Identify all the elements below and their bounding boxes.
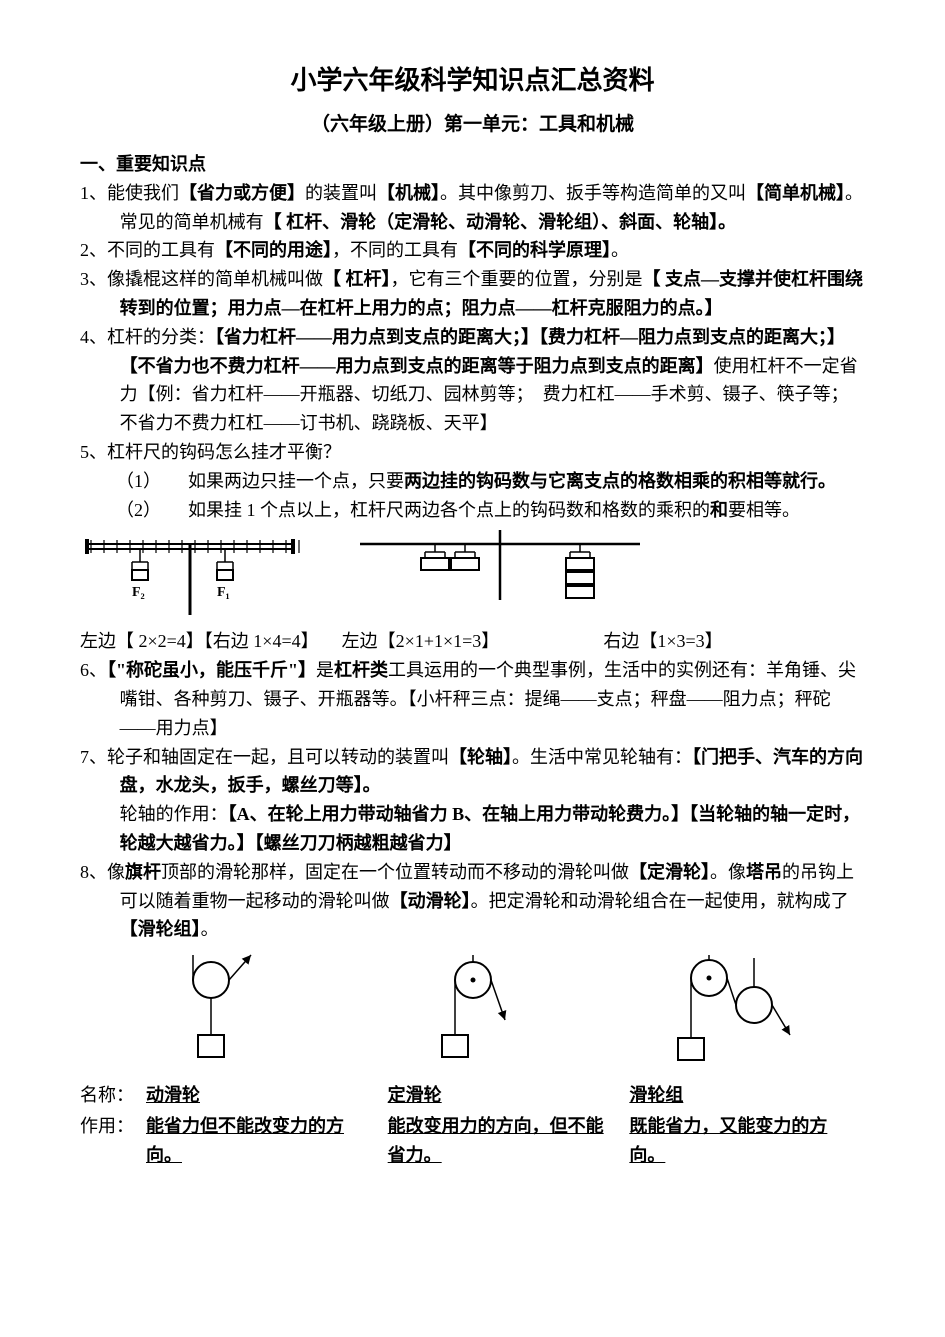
page-subtitle: （六年级上册）第一单元：工具和机械 xyxy=(80,110,865,140)
pulley-name-row: 名称： 动滑轮 定滑轮 滑轮组 xyxy=(80,1081,865,1110)
kw: 【 杠杆、滑轮（定滑轮、动滑轮、滑轮组）、斜面、轮轴】。 xyxy=(264,212,737,232)
svg-text:F₂: F₂ xyxy=(132,585,145,600)
pulley-3-name: 滑轮组 xyxy=(629,1085,683,1105)
lever-calculations: 左边【 2×2=4】【右边 1×4=4】 左边【2×1+1×1=3】 右边【1×… xyxy=(80,627,865,656)
point-5: 5、杠杆尺的钩码怎么挂才平衡？ xyxy=(80,438,865,467)
num: （1） xyxy=(116,471,152,491)
kw: 两边挂的钩码数与它离支点的格数相乘的积相等就行。 xyxy=(404,471,836,491)
pulley-1-name: 动滑轮 xyxy=(146,1085,200,1105)
fixed-pulley-icon xyxy=(403,950,543,1070)
kw: 【简单机械】 xyxy=(746,183,845,203)
point-3: 3、像撬棍这样的简单机械叫做【 杠杆】，它有三个重要的位置，分别是【 支点—支撑… xyxy=(80,265,865,323)
kw: 杠杆类 xyxy=(334,660,388,680)
kw: 【 杠杆】 xyxy=(323,269,391,289)
num: 4、 xyxy=(80,327,107,347)
page-title: 小学六年级科学知识点汇总资料 xyxy=(80,60,865,102)
num: （2） xyxy=(116,500,152,520)
kw: 【A、在轮上用力带动轴省力 B、在轴上用力带动轮费力。】【当轮轴的轴一定时，轮越… xyxy=(120,804,861,853)
pulley-2-name: 定滑轮 xyxy=(388,1085,442,1105)
t: 轮子和轴固定在一起，且可以转动的装置叫 xyxy=(107,747,449,767)
calc-right: 右边【1×3=3】 xyxy=(603,627,865,656)
lever-diagram-2 xyxy=(340,530,700,610)
t: 如果挂 1 个点以上，杠杆尺两边各个点上的钩码数和格数的乘积的 xyxy=(188,500,710,520)
lever-diagram-1: F₂ F₁ xyxy=(80,530,340,625)
pulley-system-icon xyxy=(644,950,824,1070)
kw: 和 xyxy=(710,500,728,520)
t: 要相等。 xyxy=(728,500,800,520)
t: ，不同的工具有 xyxy=(332,240,458,260)
t: ，它有三个重要的位置，分别是 xyxy=(391,269,643,289)
section-heading: 一、重要知识点 xyxy=(80,150,865,179)
role-label: 作用： xyxy=(80,1112,140,1170)
num: 6、 xyxy=(80,660,107,680)
lever-diagrams: F₂ F₁ xyxy=(80,530,865,625)
calc-mid: 左边【2×1+1×1=3】 xyxy=(342,627,604,656)
kw: 【轮轴】 xyxy=(449,747,512,767)
movable-pulley-icon xyxy=(141,950,281,1070)
t: 能使我们 xyxy=(107,183,179,203)
pulley-3-role: 既能省力，又能变力的方向。 xyxy=(629,1116,827,1165)
point-2: 2、不同的工具有【不同的用途】，不同的工具有【不同的科学原理】。 xyxy=(80,236,865,265)
num: 1、 xyxy=(80,183,107,203)
t: 。其中像剪刀、扳手等构造简单的又叫 xyxy=(440,183,746,203)
name-label: 名称： xyxy=(80,1081,140,1110)
point-7: 7、轮子和轴固定在一起，且可以转动的装置叫【轮轴】。生活中常见轮轴有：【门把手、… xyxy=(80,743,865,858)
t: 。生活中常见轮轴有： xyxy=(512,747,692,767)
t: 像撬棍这样的简单机械叫做 xyxy=(107,269,323,289)
num: 5、 xyxy=(80,442,107,462)
num: 7、 xyxy=(80,747,107,767)
t: 的装置叫 xyxy=(305,183,377,203)
point-8: 8、像旗杆顶部的滑轮那样，固定在一个位置转动而不移动的滑轮叫做【定滑轮】。像塔吊… xyxy=(80,858,865,944)
kw: 【定滑轮】 xyxy=(629,862,710,882)
t: 是 xyxy=(316,660,334,680)
t: 。 xyxy=(611,240,629,260)
num: 3、 xyxy=(80,269,107,289)
t: 顶部的滑轮那样，固定在一个位置转动而不移动的滑轮叫做 xyxy=(161,862,629,882)
kw: 【"称砣虽小，能压千斤"】 xyxy=(107,660,316,680)
t: 杠杆的分类： xyxy=(107,327,215,347)
t: 如果两边只挂一个点，只要 xyxy=(188,471,404,491)
t: 像 xyxy=(107,862,125,882)
t: 轮轴的作用： xyxy=(120,804,228,824)
kw: 【动滑轮】 xyxy=(390,891,471,911)
pulley-diagrams xyxy=(80,950,865,1079)
num: 8、 xyxy=(80,862,107,882)
pulley-2-role: 能改变用力的方向，但不能省力。 xyxy=(388,1116,604,1165)
calc-left: 左边【 2×2=4】【右边 1×4=4】 xyxy=(80,627,342,656)
kw: 【不同的科学原理】 xyxy=(458,240,611,260)
point-6: 6、【"称砣虽小，能压千斤"】是杠杆类工具运用的一个典型事例，生活中的实例还有：… xyxy=(80,656,865,742)
t: 。像 xyxy=(710,862,746,882)
point-5-sub1: （1） 如果两边只挂一个点，只要两边挂的钩码数与它离支点的格数相乘的积相等就行。 xyxy=(80,467,865,496)
kw: 【机械】 xyxy=(377,183,440,203)
point-5-sub2: （2） 如果挂 1 个点以上，杠杆尺两边各个点上的钩码数和格数的乘积的和要相等。 xyxy=(80,496,865,525)
kw: 塔吊 xyxy=(746,862,782,882)
svg-text:F₁: F₁ xyxy=(217,585,230,600)
kw: 【滑轮组】 xyxy=(120,919,201,939)
t: 不同的工具有 xyxy=(107,240,215,260)
pulley-1-role: 能省力但不能改变力的方向。 xyxy=(146,1116,344,1165)
t: 杠杆尺的钩码怎么挂才平衡？ xyxy=(107,442,341,462)
t: 。 xyxy=(201,919,219,939)
kw: 【不同的用途】 xyxy=(215,240,332,260)
kw: 【省力或方便】 xyxy=(179,183,305,203)
kw: 旗杆 xyxy=(125,862,161,882)
t: 。把定滑轮和动滑轮组合在一起使用，就构成了 xyxy=(471,891,849,911)
num: 2、 xyxy=(80,240,107,260)
point-1: 1、能使我们【省力或方便】的装置叫【机械】。其中像剪刀、扳手等构造简单的又叫【简… xyxy=(80,179,865,237)
point-4: 4、杠杆的分类：【省力杠杆——用力点到支点的距离大；】【费力杠杆—阻力点到支点的… xyxy=(80,323,865,438)
pulley-role-row: 作用： 能省力但不能改变力的方向。 能改变用力的方向，但不能省力。 既能省力，又… xyxy=(80,1112,865,1170)
